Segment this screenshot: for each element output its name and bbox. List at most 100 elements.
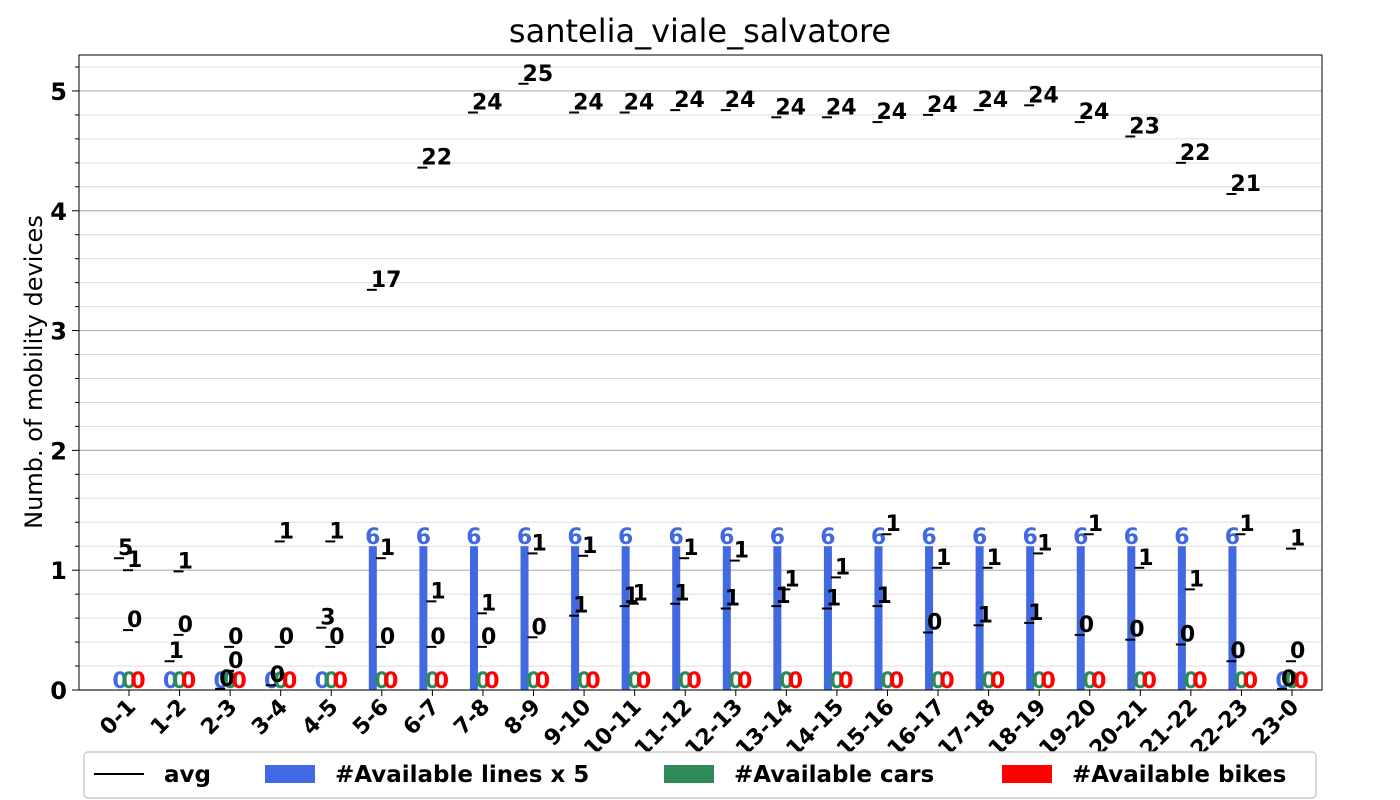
x-tick-label: 4-5 — [298, 695, 344, 741]
bar-value-label: 0 — [526, 669, 541, 694]
bar-value-label: 0 — [838, 669, 853, 694]
bar-value-label: 6 — [567, 525, 582, 550]
bar-value-label: 0 — [880, 669, 895, 694]
avg-value-label: 17 — [371, 268, 402, 293]
avg-value-label: 0 — [279, 625, 294, 650]
avg-value-label: 1 — [1138, 546, 1153, 571]
avg-value-label: 1 — [279, 519, 294, 544]
bar-value-label: 0 — [112, 669, 127, 694]
avg-value-label: 24 — [876, 100, 907, 125]
bar-value-label: 0 — [434, 669, 449, 694]
x-tick-label: 7-8 — [449, 695, 495, 741]
avg-value-label: 24 — [927, 93, 958, 118]
y-tick-label: 2 — [50, 437, 67, 465]
bar-value-label: 0 — [130, 669, 145, 694]
bar-value-label: 0 — [475, 669, 490, 694]
bar-value-label: 0 — [930, 669, 945, 694]
avg-value-label: 24 — [624, 91, 655, 116]
avg-value-label: 1 — [978, 603, 993, 628]
bar-value-label: 6 — [921, 525, 936, 550]
x-tick-label: 6-7 — [399, 695, 445, 741]
bar-value-label: 6 — [1124, 525, 1139, 550]
bar-value-label: 0 — [324, 669, 339, 694]
avg-value-label: 1 — [430, 579, 445, 604]
avg-value-label: 0 — [127, 608, 142, 633]
legend-cars-swatch — [664, 765, 714, 783]
bar-value-label: 0 — [1133, 669, 1148, 694]
avg-value-label: 1 — [633, 582, 648, 607]
y-tick-label: 1 — [50, 557, 67, 585]
bar-value-label: 0 — [425, 669, 440, 694]
avg-value-label: 0 — [219, 667, 234, 692]
avg-value-label: 1 — [826, 587, 841, 612]
avg-value-label: 24 — [674, 88, 705, 113]
avg-value-label: 0 — [380, 625, 395, 650]
bar-value-label: 0 — [1234, 669, 1249, 694]
avg-value-label: 0 — [1230, 639, 1245, 664]
avg-value-label: 3 — [320, 606, 335, 631]
avg-value-label: 1 — [885, 512, 900, 537]
avg-value-label: 22 — [421, 146, 452, 171]
x-tick-label: 0-1 — [95, 695, 141, 741]
avg-value-label: 1 — [674, 582, 689, 607]
avg-value-label: 1 — [582, 534, 597, 559]
bar-value-label: 0 — [1243, 669, 1258, 694]
avg-value-label: 1 — [987, 546, 1002, 571]
avg-value-label: 1 — [784, 567, 799, 592]
avg-value-label: 24 — [573, 91, 604, 116]
bar-value-label: 0 — [1284, 669, 1299, 694]
bar-value-label: 0 — [829, 669, 844, 694]
bar-value-label: 0 — [181, 669, 196, 694]
avg-value-label: 1 — [1189, 567, 1204, 592]
bar-value-label: 0 — [121, 669, 136, 694]
x-tick-label: 5-6 — [348, 695, 394, 741]
bar-lines — [419, 546, 428, 690]
bar-value-label: 0 — [788, 669, 803, 694]
bar-value-label: 6 — [770, 525, 785, 550]
avg-value-label: 24 — [978, 88, 1009, 113]
legend-lines-label: #Available lines x 5 — [335, 762, 589, 788]
avg-value-label: 1 — [1290, 527, 1305, 552]
legend: avg #Available lines x 5 #Available cars… — [83, 751, 1317, 799]
avg-value-label: 0 — [1079, 613, 1094, 638]
avg-value-label: 5 — [118, 536, 133, 561]
bar-value-label: 6 — [618, 525, 633, 550]
avg-value-label: 0 — [329, 625, 344, 650]
bar-value-label: 6 — [972, 525, 987, 550]
avg-value-label: 0 — [270, 663, 285, 688]
bar-value-label: 6 — [1073, 525, 1088, 550]
bar-lines — [1228, 546, 1237, 690]
bar-lines — [571, 546, 580, 690]
bar-value-label: 0 — [636, 669, 651, 694]
bar-lines — [368, 546, 377, 690]
bar-lines — [722, 546, 731, 690]
legend-avg-label: avg — [164, 762, 211, 788]
x-tick-label: 23-0 — [1248, 695, 1305, 752]
y-axis-label: Numb. of mobility devices — [20, 215, 48, 529]
avg-value-label: 1 — [573, 594, 588, 619]
avg-value-label: 0 — [1290, 639, 1305, 664]
avg-value-label: 22 — [1180, 141, 1211, 166]
bar-value-label: 0 — [1275, 669, 1290, 694]
bar-value-label: 6 — [669, 525, 684, 550]
bar-value-label: 0 — [535, 669, 550, 694]
bar-value-label: 0 — [163, 669, 178, 694]
bar-value-label: 6 — [719, 525, 734, 550]
avg-value-label: 1 — [683, 536, 698, 561]
grid-layer — [79, 66, 1322, 691]
bar-value-label: 0 — [576, 669, 591, 694]
avg-value-label: 0 — [1180, 622, 1195, 647]
bar-value-label: 0 — [585, 669, 600, 694]
avg-value-label: 1 — [127, 548, 142, 573]
bar-value-label: 0 — [1091, 669, 1106, 694]
y-tick-label: 4 — [50, 198, 67, 226]
bar-lines — [874, 546, 883, 690]
bar-value-label: 0 — [282, 669, 297, 694]
avg-value-label: 1 — [169, 639, 184, 664]
avg-value-label: 1 — [532, 531, 547, 556]
bar-value-label: 6 — [416, 525, 431, 550]
avg-value-label: 24 — [775, 95, 806, 120]
bar-lines — [1026, 546, 1035, 690]
avg-value-label: 0 — [927, 610, 942, 635]
